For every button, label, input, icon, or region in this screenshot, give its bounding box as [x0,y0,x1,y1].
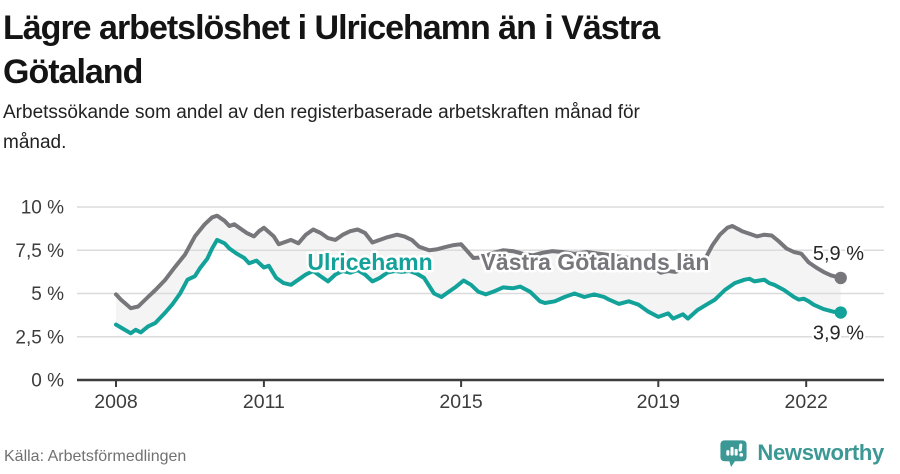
page-title: Lägre arbetslöshet i Ulricehamn än i Väs… [3,9,660,92]
x-tick-label: 2022 [785,391,828,413]
series-label-ulricehamn: Ulricehamn [307,249,432,275]
series-end-value-label: 5,9 % [813,243,864,265]
y-tick-label: 5 % [31,284,64,305]
series-end-dot [834,306,847,319]
y-tick-label: 2,5 % [15,327,64,348]
series-label-vastra-gotaland: Västra Götalands län [481,249,710,275]
y-tick-label: 0 % [31,371,64,392]
series-band-fill [116,215,841,334]
newsworthy-wordmark: Newsworthy [757,439,884,465]
series-line-ulricehamn [114,237,843,336]
newsworthy-bubble-icon [720,440,747,468]
chart-subtitle: Arbetssökande som andel av den registerb… [3,102,640,154]
y-tick-label: 10 % [21,198,64,219]
source-credit: Källa: Arbetsförmedlingen [4,448,187,465]
unemployment-line-chart: 0 % 2,5 % 5 % 7,5 % 10 % 2008 2011 2015 2019 2022… [15,198,884,413]
x-tick-label: 2011 [243,391,285,413]
x-tick-label: 2008 [94,391,137,413]
series-end-dot [834,271,847,285]
series-end-value-label: 3,9 % [813,323,864,345]
x-tick-label: 2015 [439,391,483,413]
x-tick-label: 2019 [637,391,680,413]
series-line-vastra-gotaland [114,213,843,311]
y-tick-label: 7,5 % [15,241,64,262]
newsworthy-logo: Newsworthy [718,437,884,468]
